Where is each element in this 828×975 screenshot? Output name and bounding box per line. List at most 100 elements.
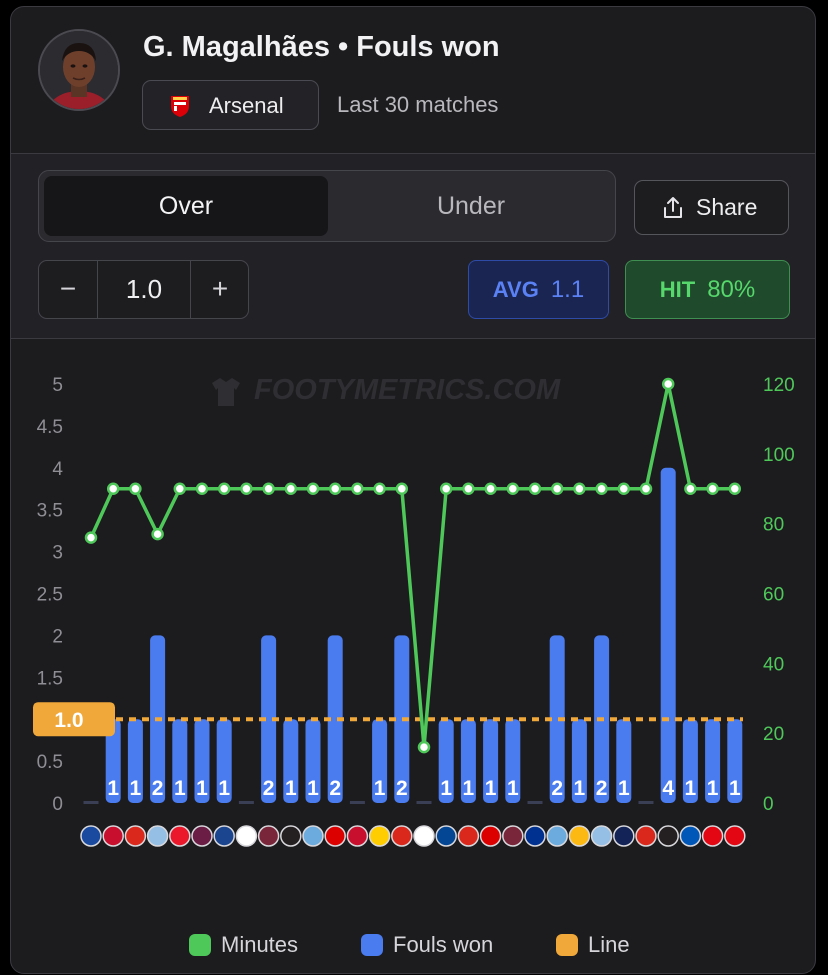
- bar-value-label: 1: [374, 777, 386, 800]
- bar-value-label: 1: [307, 777, 319, 800]
- y-left-tick: 1.5: [37, 668, 63, 689]
- opponent-crest-icon: [324, 825, 346, 847]
- y-left-tick: 3.5: [37, 501, 63, 522]
- y-right-tick: 120: [763, 375, 795, 396]
- minutes-line: [89, 382, 735, 749]
- crest-shape: [368, 825, 391, 847]
- minutes-point: [573, 482, 586, 495]
- hit-badge: HIT 80%: [625, 260, 790, 319]
- fouls-bar-zero: [83, 801, 99, 804]
- player-avatar: [38, 29, 120, 111]
- fouls-bar: [372, 719, 388, 803]
- fouls-bar: [327, 635, 343, 803]
- team-chip[interactable]: Arsenal: [142, 80, 319, 130]
- over-tab[interactable]: Over: [44, 176, 328, 236]
- y-right-tick: 40: [763, 654, 784, 675]
- crest-shape: [191, 825, 213, 847]
- legend-line[interactable]: Line: [556, 932, 630, 962]
- opponent-crest-icon: [346, 825, 369, 847]
- opponent-crest-icon: [724, 825, 746, 847]
- bar-value-label: 1: [507, 777, 519, 800]
- opponent-crest-icon: [613, 825, 635, 847]
- opponent-crest-icon: [169, 825, 191, 847]
- legend-line-swatch: [556, 934, 578, 956]
- shirt-icon: [212, 378, 240, 406]
- legend-minutes[interactable]: Minutes: [189, 932, 298, 962]
- crest-shape: [80, 825, 102, 847]
- crest-shape: [701, 825, 724, 847]
- bar-value-label: 1: [685, 777, 697, 800]
- legend-fouls-label: Fouls won: [393, 932, 494, 957]
- over-under-toggle: Over Under: [38, 170, 616, 242]
- legend-fouls-swatch: [361, 934, 383, 956]
- opponent-crest-icon: [102, 825, 124, 847]
- opponent-crest-icon: [546, 825, 568, 847]
- minutes-point: [506, 482, 520, 495]
- y-left-tick: 5: [52, 375, 63, 396]
- fouls-bar: [127, 719, 143, 803]
- bar-value-label: 1: [218, 777, 230, 800]
- crest-shape: [280, 825, 302, 847]
- y-right-tick: 0: [763, 794, 774, 815]
- bar-value-label: 1: [463, 777, 475, 800]
- minutes-point: [240, 482, 253, 495]
- crest-shape: [324, 825, 346, 847]
- fouls-bar-zero: [349, 801, 365, 804]
- crest-shape: [302, 825, 324, 847]
- opponent-crest-icon: [701, 825, 724, 847]
- crest-shape: [213, 825, 235, 847]
- fouls-bar: [660, 467, 676, 803]
- bar-value-label: 1: [707, 777, 719, 800]
- minutes-point: [728, 482, 742, 495]
- minutes-point: [528, 482, 542, 495]
- minutes-point: [106, 482, 120, 495]
- bar-value-label: 2: [263, 777, 275, 800]
- opponent-crest-icon: [235, 825, 258, 847]
- minutes-point: [484, 482, 497, 495]
- line-value[interactable]: 1.0: [97, 261, 191, 318]
- crest-shape: [124, 825, 147, 847]
- chart-legend: Minutes Fouls won Line: [11, 932, 815, 962]
- legend-line-label: Line: [588, 932, 630, 957]
- crest-shape: [235, 825, 258, 847]
- opponent-crest-icon: [635, 825, 657, 847]
- crest-shape: [568, 825, 591, 847]
- legend-minutes-label: Minutes: [221, 932, 299, 957]
- y-left-tick: 4: [52, 459, 63, 480]
- minutes-point: [129, 482, 142, 495]
- minutes-point: [173, 482, 187, 495]
- crest-shape: [679, 825, 702, 847]
- increment-button[interactable]: +: [211, 273, 229, 304]
- opponent-crest-icon: [457, 825, 480, 847]
- y-right-tick: 100: [763, 445, 795, 466]
- under-tab[interactable]: Under: [436, 192, 506, 220]
- fouls-bar: [460, 719, 476, 803]
- opponent-crest-icon: [590, 825, 613, 847]
- fouls-bar: [105, 719, 121, 803]
- crest-shape: [724, 825, 746, 847]
- crest-shape: [657, 825, 679, 847]
- share-button[interactable]: Share: [634, 180, 789, 235]
- hit-value: 80%: [707, 276, 756, 303]
- crest-shape: [479, 825, 502, 847]
- opponent-crest-icon: [302, 825, 324, 847]
- minutes-point: [217, 482, 231, 495]
- avg-badge: AVG 1.1: [468, 260, 609, 319]
- bar-value-label: 2: [329, 777, 341, 800]
- legend-fouls[interactable]: Fouls won: [361, 932, 493, 962]
- opponent-crest-icon: [124, 825, 147, 847]
- decrement-button[interactable]: −: [59, 273, 77, 304]
- opponent-crest-icon: [191, 825, 213, 847]
- minutes-point: [262, 482, 275, 495]
- fouls-bar: [216, 719, 232, 803]
- y-left-tick: 0.5: [37, 752, 63, 773]
- bar-value-label: 1: [196, 777, 208, 800]
- avg-value: 1.1: [550, 276, 585, 303]
- y-left-tick: 0: [52, 794, 63, 815]
- minutes-point: [550, 482, 564, 495]
- minutes-point: [151, 527, 164, 541]
- minutes-point: [706, 482, 719, 495]
- opponent-crest-icon: [213, 825, 235, 847]
- y-left-tick: 3: [52, 543, 63, 564]
- fouls-bar-zero: [527, 801, 543, 804]
